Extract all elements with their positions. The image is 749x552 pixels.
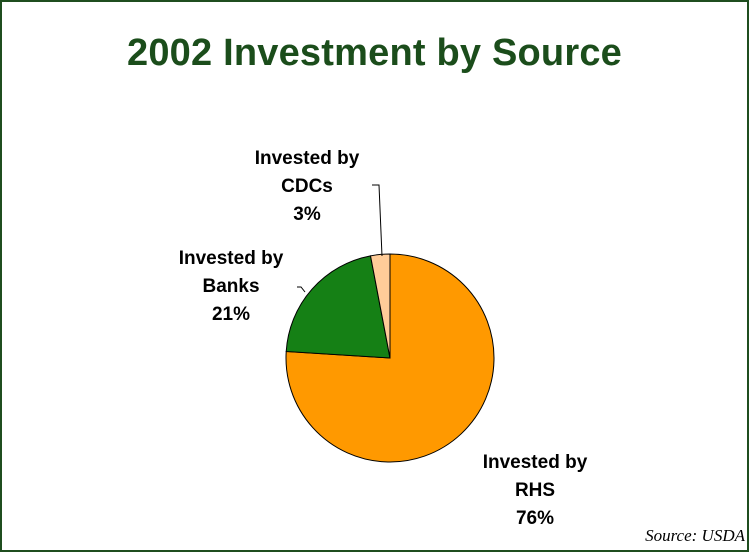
source-note: Source: USDA: [645, 526, 745, 545]
pie-slices: [285, 253, 495, 463]
pie-slice-banks: [285, 255, 391, 359]
leader-line-banks: [297, 286, 306, 293]
pie-slice-rhs: [285, 253, 495, 463]
slice-label-rhs: Invested by RHS 76%: [483, 452, 588, 529]
pie-slice-cdcs: [369, 253, 391, 359]
slice-label-cdcs: Invested by CDCs 3%: [255, 148, 360, 225]
leader-line-cdcs: [372, 184, 383, 257]
slice-labels: Invested by RHS 76% Invested by Banks 21% Inve…: [179, 148, 588, 529]
chart-title: 2002 Investment by Source: [127, 32, 622, 74]
leader-lines: [297, 184, 383, 293]
slice-label-banks: Invested by Banks 21%: [179, 248, 284, 325]
